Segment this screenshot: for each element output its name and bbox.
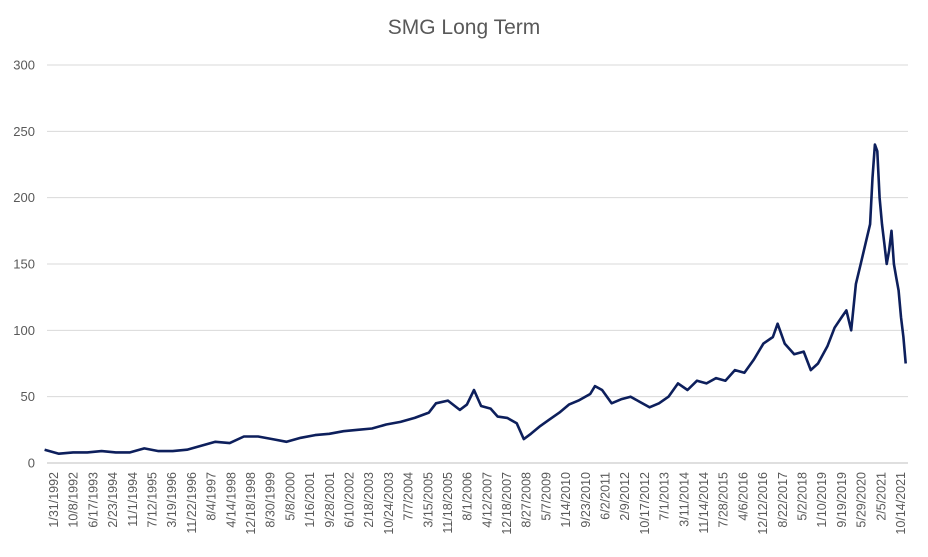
x-tick-label: 4/14/1998 xyxy=(224,472,238,528)
x-tick-label: 12/18/1998 xyxy=(244,472,258,535)
y-tick-label: 0 xyxy=(28,456,35,471)
y-tick-label: 100 xyxy=(13,323,35,338)
x-tick-label: 5/8/2000 xyxy=(283,472,297,521)
x-tick-label: 8/1/2006 xyxy=(461,472,475,521)
x-tick-label: 10/24/2003 xyxy=(382,472,396,535)
x-tick-label: 7/1/2013 xyxy=(658,472,672,521)
x-tick-label: 1/10/2019 xyxy=(815,472,829,528)
x-tick-label: 11/14/2014 xyxy=(697,472,711,534)
x-tick-label: 7/7/2004 xyxy=(402,472,416,521)
y-tick-label: 200 xyxy=(13,190,35,205)
x-tick-label: 6/17/1993 xyxy=(86,472,100,528)
x-tick-label: 12/12/2016 xyxy=(756,472,770,535)
x-tick-label: 3/15/2005 xyxy=(421,472,435,528)
x-tick-label: 8/22/2017 xyxy=(776,472,790,528)
x-tick-label: 12/18/2007 xyxy=(500,472,514,535)
x-tick-label: 1/16/2001 xyxy=(303,472,317,528)
x-tick-label: 3/19/1996 xyxy=(165,472,179,528)
x-tick-label: 10/14/2021 xyxy=(894,472,908,535)
x-tick-label: 3/11/2014 xyxy=(677,472,691,527)
x-tick-label: 5/29/2020 xyxy=(855,472,869,528)
y-axis-tick-labels: 0 50 100 150 200 250 300 xyxy=(13,58,35,471)
x-tick-label: 8/30/1999 xyxy=(264,472,278,528)
x-tick-label: 7/28/2015 xyxy=(717,472,731,528)
y-tick-label: 50 xyxy=(21,389,35,404)
x-tick-label: 10/8/1992 xyxy=(67,472,81,528)
x-tick-label: 2/5/2021 xyxy=(874,472,888,521)
y-tick-label: 300 xyxy=(13,58,35,73)
x-tick-label: 8/27/2008 xyxy=(520,472,534,528)
x-tick-label: 1/14/2010 xyxy=(559,472,573,528)
x-tick-label: 2/9/2012 xyxy=(618,472,632,521)
x-tick-label: 4/6/2016 xyxy=(736,472,750,521)
x-tick-label: 9/19/2019 xyxy=(835,472,849,528)
x-tick-label: 2/18/2003 xyxy=(362,472,376,528)
x-tick-label: 2/23/1994 xyxy=(106,472,120,528)
x-tick-label: 9/28/2001 xyxy=(323,472,337,528)
x-tick-label: 5/7/2009 xyxy=(539,472,553,521)
gridlines xyxy=(47,64,908,464)
y-tick-label: 250 xyxy=(13,124,35,139)
chart-title: SMG Long Term xyxy=(387,16,541,39)
x-axis-tick-labels: 1/31/1992 10/8/1992 6/17/1993 2/23/1994 11/1… xyxy=(47,472,908,535)
x-tick-label: 6/2/2011 xyxy=(599,472,613,520)
x-tick-label: 10/17/2012 xyxy=(638,472,652,535)
x-tick-label: 1/31/1992 xyxy=(47,472,61,528)
x-tick-label: 8/4/1997 xyxy=(205,472,219,521)
x-tick-label: 4/12/2007 xyxy=(480,472,494,528)
y-tick-label: 150 xyxy=(13,257,35,272)
x-tick-label: 7/12/1995 xyxy=(145,472,159,528)
x-tick-label: 11/22/1996 xyxy=(185,472,199,534)
x-tick-label: 11/18/2005 xyxy=(441,472,455,534)
series-layer xyxy=(44,143,907,456)
series-line xyxy=(44,143,907,456)
x-tick-label: 11/1/1994 xyxy=(126,472,140,527)
x-tick-label: 9/23/2010 xyxy=(579,472,593,528)
x-tick-label: 5/2/2018 xyxy=(796,472,810,521)
x-tick-label: 6/10/2002 xyxy=(342,472,356,528)
